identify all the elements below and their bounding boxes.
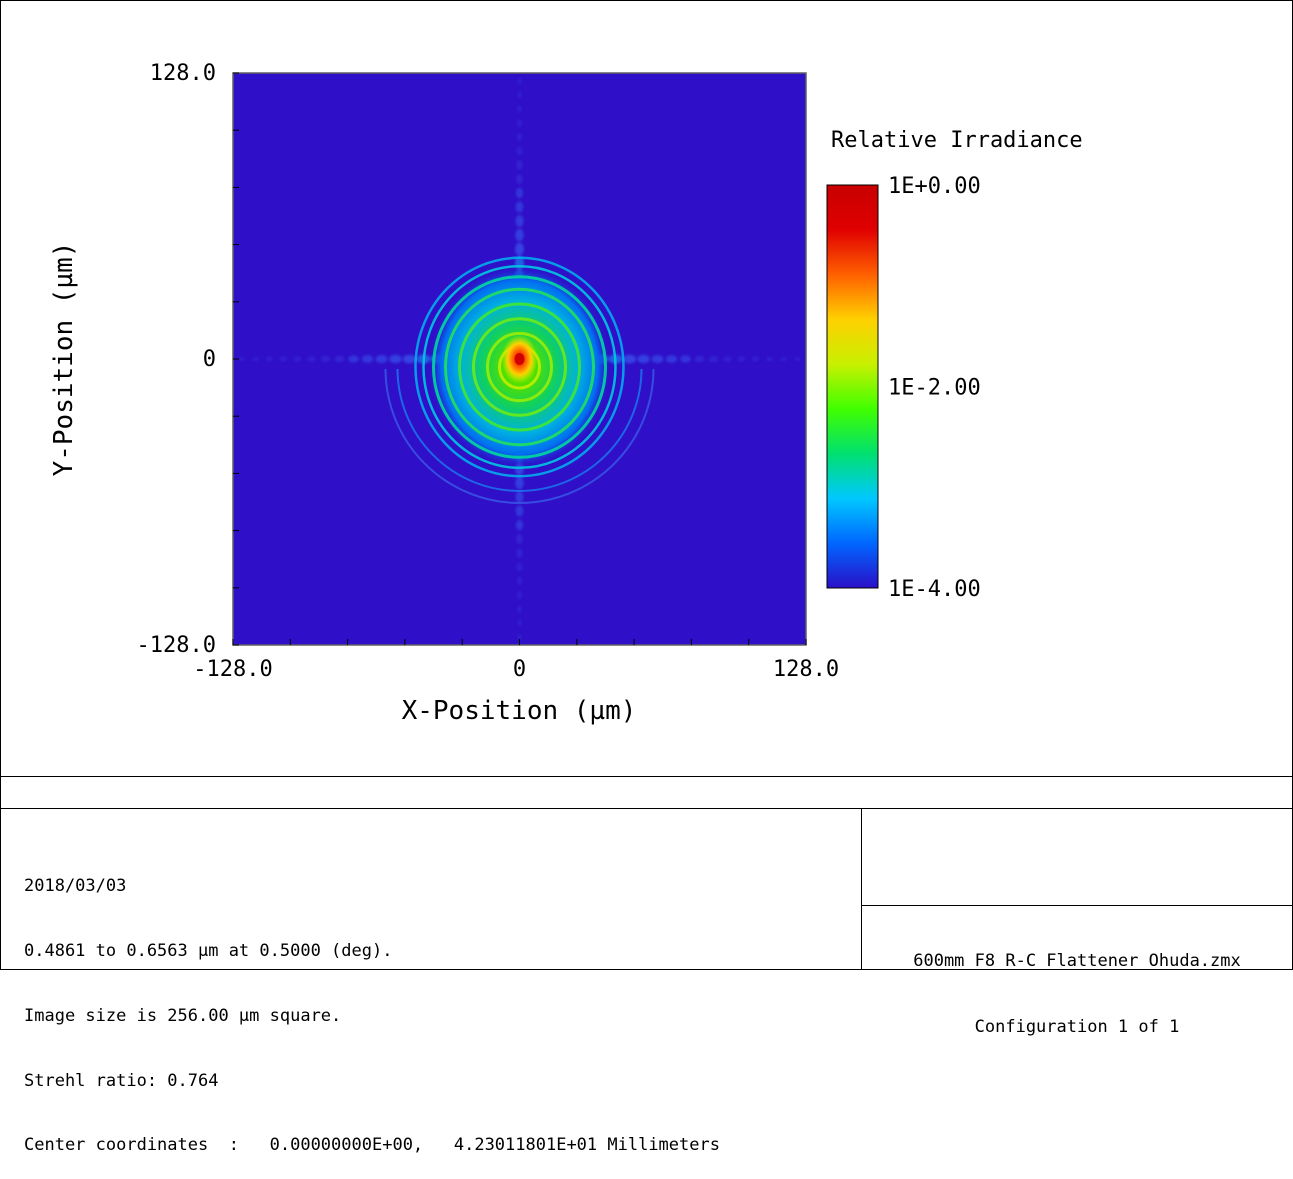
y-tick-label: 0 [203,347,216,372]
y-axis-label: Y-Position (µm) [49,242,79,477]
spike-spot [737,356,746,362]
airy-pattern [384,256,655,504]
diffraction-ring [486,331,553,403]
spike-spot [515,519,524,531]
divider-title-block [861,905,1293,906]
diffraction-ring [444,287,595,447]
spike-spot [348,355,359,363]
spike-spot [794,356,801,362]
outer-ring [396,368,643,492]
psf-chart: -128.0 0 128.0 128.0 0 -128.0 Y-Position (µm)… [49,61,1083,726]
spike-spot [723,355,732,363]
diffraction-ring [422,264,617,470]
spike-spot [516,132,523,142]
divider-top [0,776,1293,777]
colorbar-label: 1E-2.00 [888,376,981,401]
diffraction-ring [414,256,625,478]
outer-ring [384,368,655,504]
spike-spot [517,78,522,84]
spike-spot [516,562,523,572]
spike-spot [515,201,524,213]
spike-spot [516,174,523,184]
divider-vertical [861,808,862,969]
spike-spot [751,356,760,362]
spike-spot [517,105,522,113]
info-date: 2018/03/03 [24,876,127,897]
axes: -128.0 0 128.0 128.0 0 -128.0 [137,61,840,682]
y-tick-label: -128.0 [137,633,216,658]
psf-peak [514,353,525,365]
spike-spot [637,354,650,364]
colorbar-label: 1E-4.00 [888,577,981,602]
spike-spot [252,356,259,362]
x-tick-label: -128.0 [193,657,272,682]
title-file: 600mm F8 R-C Flattener Ohuda.zmx [913,951,1241,971]
colorbar-title: Relative Irradiance [831,128,1083,153]
y-tick-label: 128.0 [150,61,216,86]
colorbar-gradient [826,184,879,589]
diffraction-ring [458,302,581,432]
info-image-size: Image size is 256.00 µm square. [24,1005,342,1026]
spike-spot [515,242,524,256]
spike-spot [665,355,678,363]
diffraction-ring [432,275,607,459]
spike-spot [780,356,787,362]
spike-spot [517,605,522,613]
heatmap [233,73,806,645]
spike-spot [402,354,417,364]
spike-spot [517,619,522,627]
spike-spot [293,356,302,362]
spike-spot [515,215,524,227]
colorbar-label: 1E+0.00 [888,174,981,199]
divider-info [0,808,1293,809]
spike-spot [516,146,523,156]
spike-spot [516,160,523,170]
spike-spot [517,91,522,99]
colorbar: Relative Irradiance 1E+0.00 1E-2.00 1E-4.0… [826,128,1083,602]
spike-spot [694,355,705,363]
spike-spot [516,534,523,544]
info-center: Center coordinates : 0.00000000E+00, 4.2… [24,1135,720,1156]
spike-spot [515,187,524,199]
x-tick-label: 128.0 [773,657,839,682]
info-block: 2018/03/03 0.4861 to 0.6563 µm at 0.5000… [24,833,720,1179]
spike-spot [515,491,524,503]
spike-spot [320,355,331,363]
diffraction-ring [472,317,567,417]
spike-spot [516,576,523,586]
spike-spot [266,356,273,362]
title-config: Configuration 1 of 1 [974,1017,1180,1037]
spike-spot [516,591,523,599]
spike-spot [361,355,374,363]
spike-spot [708,355,719,363]
info-wavelength: 0.4861 to 0.6563 µm at 0.5000 (deg). [24,940,393,961]
title-block: 600mm F8 R-C Flattener Ohuda.zmx Configu… [862,906,1292,1060]
spike-spot [515,228,524,242]
spike-spot [680,355,691,363]
spike-spot [279,356,288,362]
x-tick-label: 0 [513,657,526,682]
spike-spot [515,476,524,490]
x-axis-label: X-Position (µm) [402,696,637,726]
spike-spot [517,634,522,640]
info-strehl: Strehl ratio: 0.764 [24,1070,219,1091]
spike-spot [651,354,664,364]
spike-spot [516,548,523,558]
spike-spot [307,355,316,363]
spike-spot [334,355,345,363]
spike-spot [622,354,637,364]
spike-spot [389,354,402,364]
spike-spot [766,356,773,362]
spike-spot [238,356,245,362]
spike-spot [375,354,388,364]
spike-spot [515,505,524,517]
spike-spot [516,119,523,127]
